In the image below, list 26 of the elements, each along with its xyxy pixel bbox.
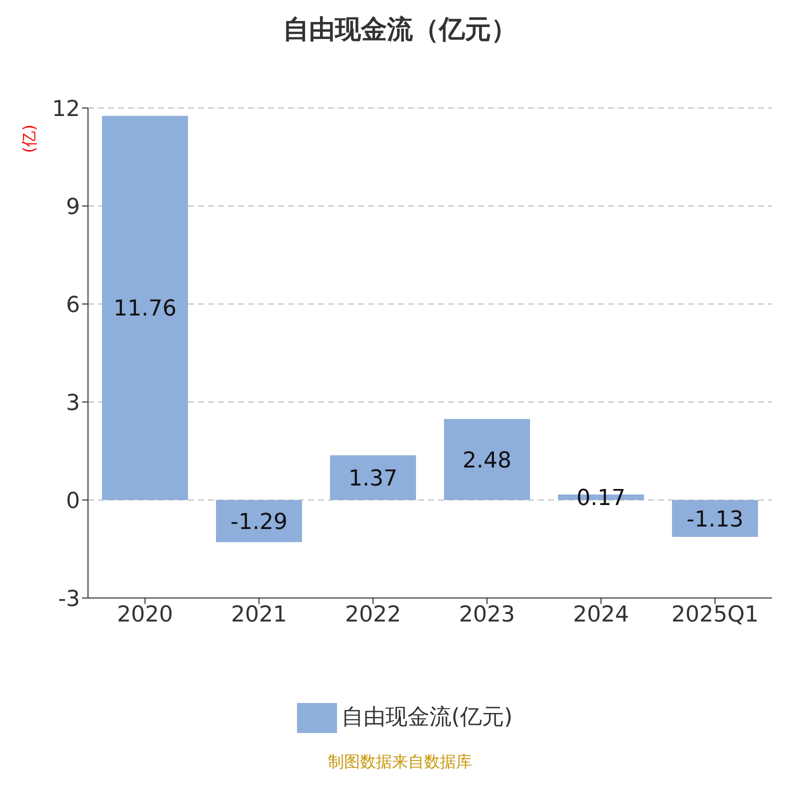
bar xyxy=(102,116,188,500)
legend-label: 自由现金流(亿元) xyxy=(341,705,513,730)
data-label: -1.13 xyxy=(686,507,744,532)
data-label: 11.76 xyxy=(114,296,176,322)
x-tick-label: 2023 xyxy=(459,602,515,628)
data-label: 1.37 xyxy=(348,466,398,492)
bar xyxy=(672,500,758,537)
y-tick-label: -3 xyxy=(58,586,80,612)
x-tick-label: 2024 xyxy=(573,602,629,628)
y-axis-title: (亿) xyxy=(19,124,38,153)
y-tick-label: 12 xyxy=(52,96,80,122)
x-tick-label: 2021 xyxy=(231,602,287,628)
data-label: -1.29 xyxy=(230,510,288,535)
y-tick-label: 0 xyxy=(66,488,80,514)
bar xyxy=(444,418,530,500)
data-label: 2.48 xyxy=(462,448,512,474)
bar xyxy=(216,500,302,542)
chart-title: 自由现金流（亿元） xyxy=(282,14,518,47)
text: 制图数据来自数据库 xyxy=(327,752,473,773)
bar xyxy=(330,455,416,500)
y-tick-label: 9 xyxy=(66,194,80,220)
y-tick-label: 6 xyxy=(66,292,80,318)
y-tick-label: 3 xyxy=(66,390,80,416)
x-tick-label: 2022 xyxy=(345,602,401,628)
x-tick-label: 2020 xyxy=(117,602,173,628)
x-tick-label: 2025Q1 xyxy=(671,602,759,628)
